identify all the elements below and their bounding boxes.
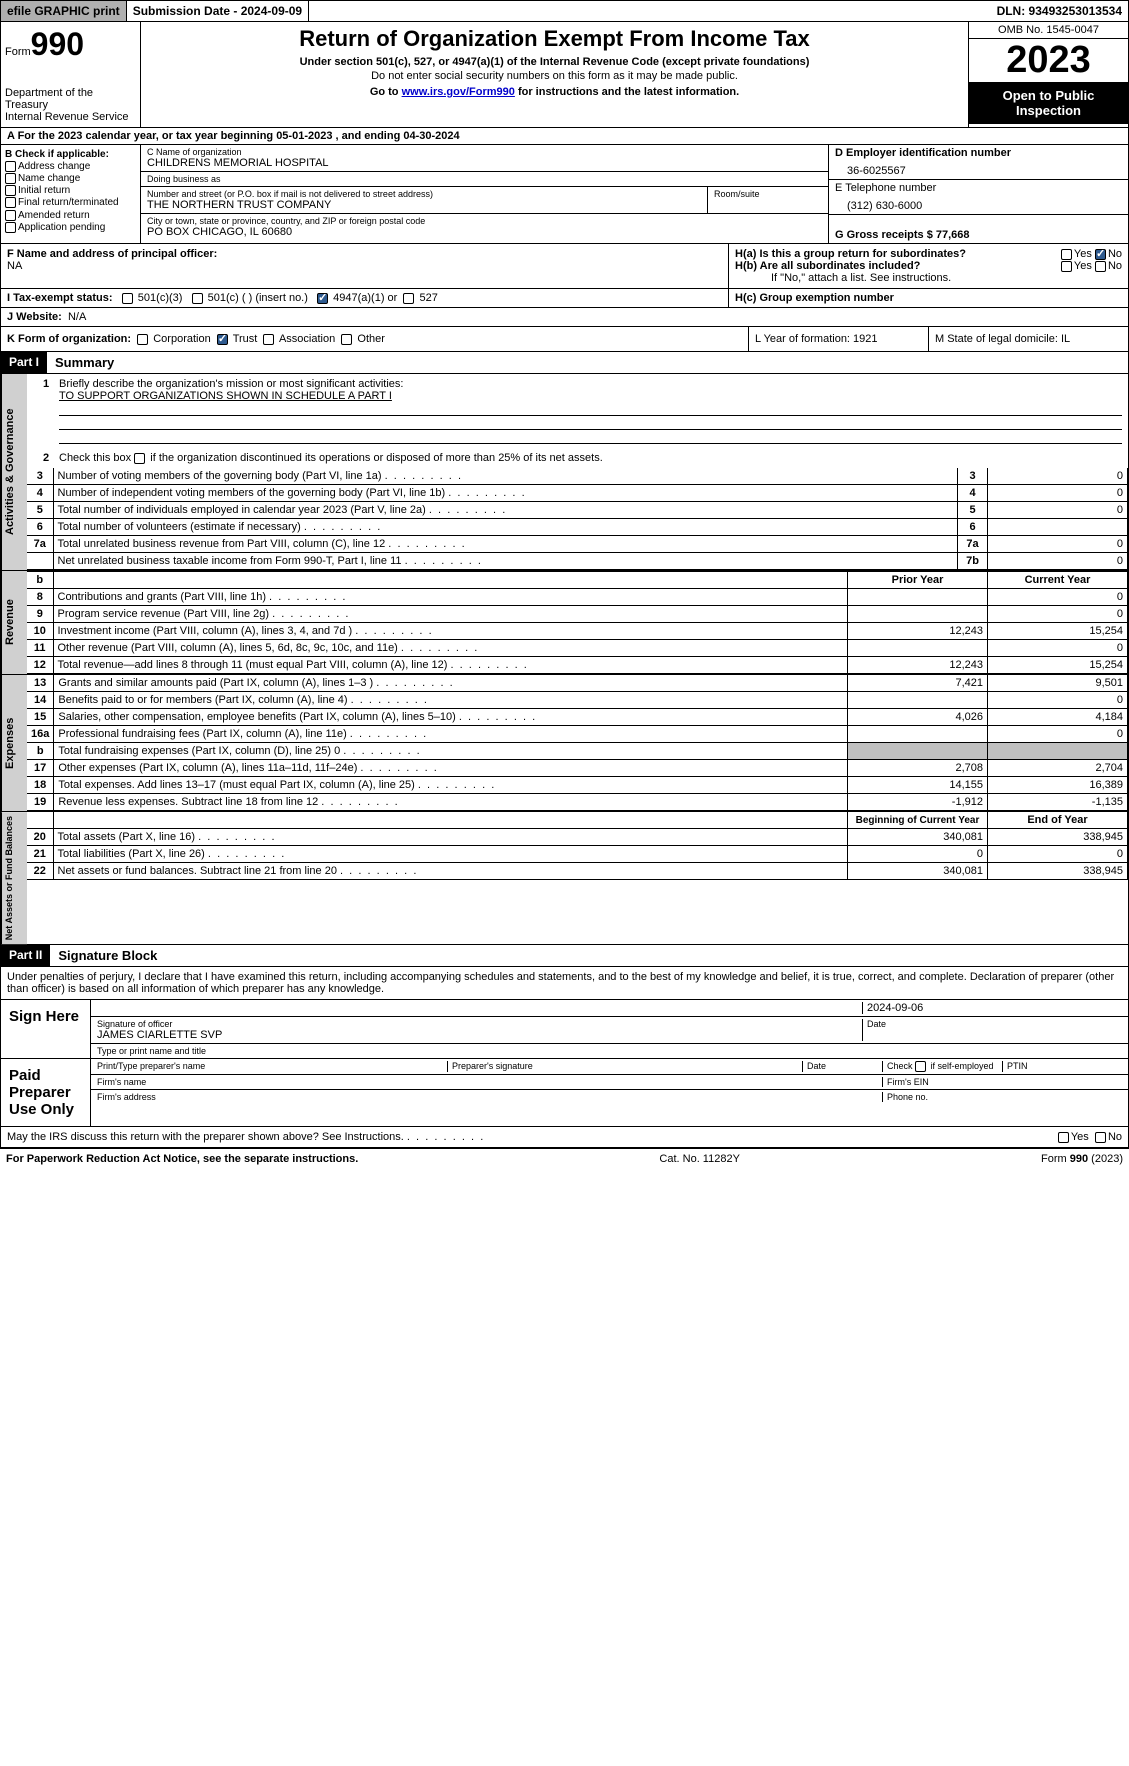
- net-assets-table: Beginning of Current YearEnd of Year 20T…: [27, 812, 1128, 880]
- submission-date: Submission Date - 2024-09-09: [127, 1, 309, 21]
- col-b-checkboxes: B Check if applicable: Address change Na…: [1, 145, 141, 243]
- footer-right: Form 990 (2023): [1041, 1153, 1123, 1165]
- governance-table: 3Number of voting members of the governi…: [27, 468, 1128, 570]
- field-phone: E Telephone number (312) 630-6000: [829, 180, 1128, 215]
- chk-name-change[interactable]: Name change: [5, 173, 136, 184]
- page-footer: For Paperwork Reduction Act Notice, see …: [0, 1148, 1129, 1169]
- section-governance: Activities & Governance 1 Briefly descri…: [0, 374, 1129, 571]
- row-k-l-m: K Form of organization: Corporation Trus…: [0, 327, 1129, 352]
- discuss-row: May the IRS discuss this return with the…: [1, 1126, 1128, 1147]
- form-notice: Do not enter social security numbers on …: [145, 70, 964, 82]
- field-hc: H(c) Group exemption number: [728, 289, 1128, 307]
- vtab-governance: Activities & Governance: [1, 374, 27, 570]
- form-prefix: Form: [5, 46, 31, 58]
- field-dba: Doing business as: [141, 172, 828, 187]
- inspection-notice: Open to Public Inspection: [969, 82, 1128, 124]
- section-b-to-g: B Check if applicable: Address change Na…: [0, 145, 1129, 244]
- chk-initial-return[interactable]: Initial return: [5, 185, 136, 196]
- expenses-table: 13Grants and similar amounts paid (Part …: [27, 675, 1128, 811]
- form-title: Return of Organization Exempt From Incom…: [145, 26, 964, 52]
- section-h: H(a) Is this a group return for subordin…: [728, 244, 1128, 288]
- col-b-header: B Check if applicable:: [5, 149, 136, 160]
- row-a-tax-year: A For the 2023 calendar year, or tax yea…: [0, 128, 1129, 145]
- paid-preparer-label: Paid Preparer Use Only: [1, 1059, 91, 1126]
- form-header: Form990 Department of the Treasury Inter…: [0, 22, 1129, 128]
- field-officer: F Name and address of principal officer:…: [1, 244, 728, 288]
- tax-year: 2023: [969, 39, 1128, 82]
- field-org-name: C Name of organization CHILDRENS MEMORIA…: [141, 145, 828, 172]
- section-net-assets: Net Assets or Fund Balances Beginning of…: [0, 812, 1129, 945]
- vtab-net-assets: Net Assets or Fund Balances: [1, 812, 27, 944]
- part2-header: Part II Signature Block: [0, 945, 1129, 967]
- vtab-revenue: Revenue: [1, 571, 27, 674]
- sig-declaration: Under penalties of perjury, I declare th…: [1, 967, 1128, 999]
- revenue-table: bPrior YearCurrent Year 8Contributions a…: [27, 571, 1128, 674]
- field-street: Number and street (or P.O. box if mail i…: [141, 187, 708, 214]
- topbar: efile GRAPHIC print Submission Date - 20…: [0, 0, 1129, 22]
- department: Department of the Treasury Internal Reve…: [5, 87, 136, 123]
- irs-link[interactable]: www.irs.gov/Form990: [402, 86, 515, 98]
- field-ein: D Employer identification number 36-6025…: [829, 145, 1128, 180]
- section-expenses: Expenses 13Grants and similar amounts pa…: [0, 675, 1129, 812]
- field-room: Room/suite: [708, 187, 828, 214]
- dln: DLN: 93493253013534: [991, 1, 1128, 21]
- row-i: I Tax-exempt status: 501(c)(3) 501(c) ( …: [0, 289, 1129, 308]
- form-number: 990: [31, 26, 84, 62]
- field-city: City or town, state or province, country…: [141, 214, 828, 240]
- footer-mid: Cat. No. 11282Y: [659, 1153, 740, 1165]
- field-l: L Year of formation: 1921: [748, 327, 928, 351]
- field-gross-receipts: G Gross receipts $ 77,668: [829, 215, 1128, 243]
- vtab-expenses: Expenses: [1, 675, 27, 811]
- chk-application-pending[interactable]: Application pending: [5, 222, 136, 233]
- footer-left: For Paperwork Reduction Act Notice, see …: [6, 1153, 358, 1165]
- chk-final-return[interactable]: Final return/terminated: [5, 197, 136, 208]
- section-f-h: F Name and address of principal officer:…: [0, 244, 1129, 289]
- chk-amended-return[interactable]: Amended return: [5, 210, 136, 221]
- efile-label: efile GRAPHIC print: [1, 1, 127, 21]
- signature-block: Under penalties of perjury, I declare th…: [0, 967, 1129, 1148]
- chk-address-change[interactable]: Address change: [5, 161, 136, 172]
- goto-line: Go to www.irs.gov/Form990 for instructio…: [145, 86, 964, 98]
- part1-header: Part I Summary: [0, 352, 1129, 374]
- form-subtitle: Under section 501(c), 527, or 4947(a)(1)…: [145, 56, 964, 68]
- section-revenue: Revenue bPrior YearCurrent Year 8Contrib…: [0, 571, 1129, 675]
- omb-number: OMB No. 1545-0047: [969, 22, 1128, 39]
- sign-here-label: Sign Here: [1, 1000, 91, 1058]
- field-m: M State of legal domicile: IL: [928, 327, 1128, 351]
- row-j: J Website: N/A: [0, 308, 1129, 327]
